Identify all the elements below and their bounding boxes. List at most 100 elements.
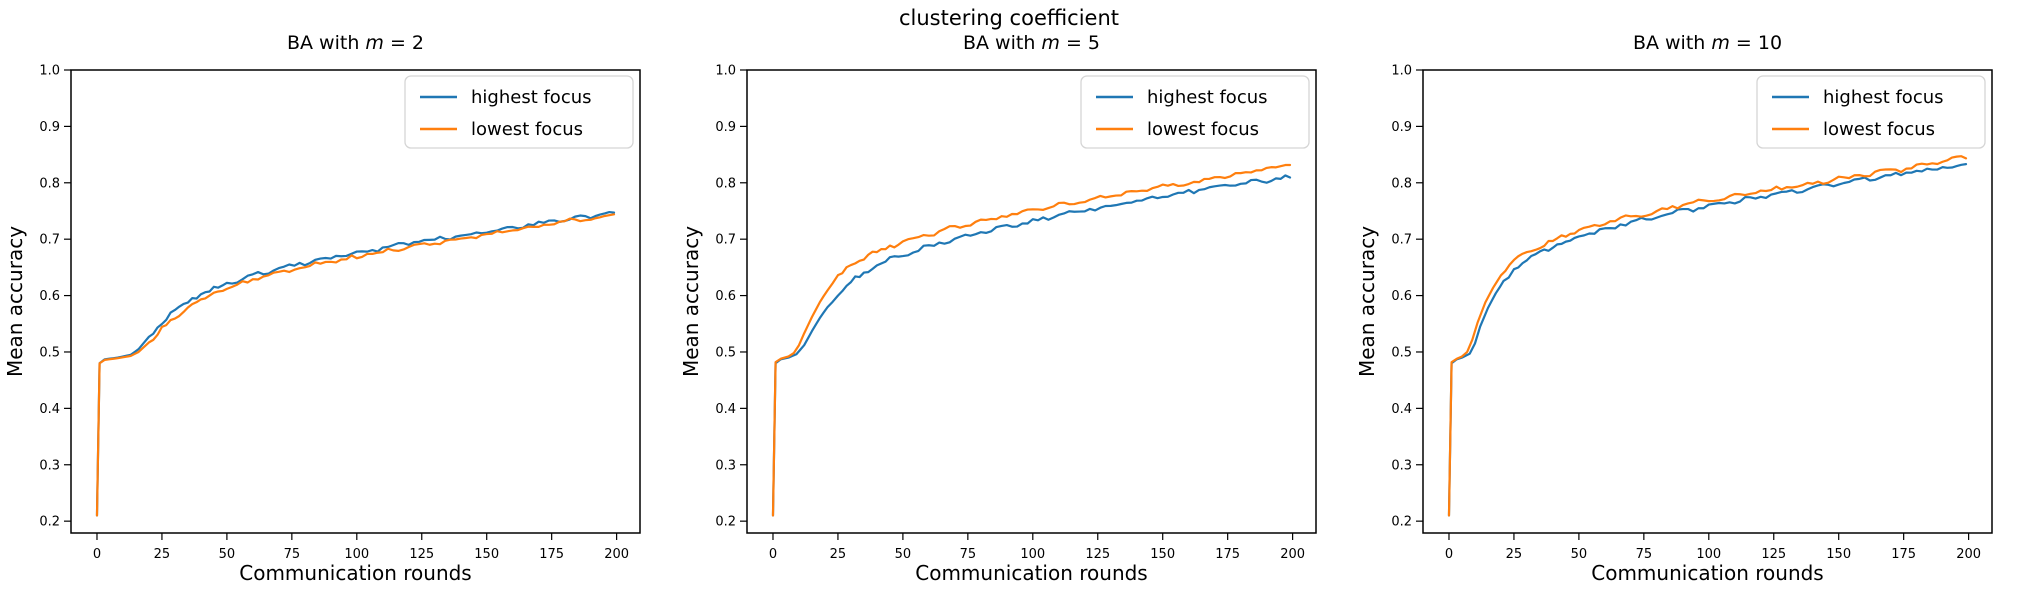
x-tick-label: 0 (769, 547, 777, 562)
subplot-title-prefix: BA with (1632, 32, 1712, 54)
legend: highest focus lowest focus (404, 75, 634, 149)
x-tick-label: 50 (219, 547, 236, 562)
subplot-title-math-var: m (365, 32, 384, 54)
subplot-title-m5: BA with m = 5 (747, 31, 1316, 55)
x-tick-label: 25 (154, 547, 171, 562)
x-axis-label: Communication rounds (915, 561, 1147, 585)
x-tick-label: 25 (830, 547, 847, 562)
x-tick-label: 0 (1445, 547, 1453, 562)
y-tick-label: 0.2 (1391, 515, 1412, 530)
x-tick-label: 100 (344, 547, 369, 562)
subplot-title-m2: BA with m = 2 (71, 31, 640, 55)
series-line-highest-focus (771, 174, 1292, 517)
y-tick-label: 0.6 (715, 289, 736, 304)
y-tick-label: 1.0 (1391, 64, 1412, 79)
subplot-title-math-var: m (1041, 32, 1060, 54)
subplot-ba-m10: BA with m = 10 0.2 0.3 0.4 0.5 0.6 0.7 0.8 0.9 1… (1352, 0, 2018, 595)
y-tick-label: 0.9 (39, 120, 60, 135)
x-tick-label: 125 (409, 547, 434, 562)
legend-label: lowest focus (471, 119, 583, 140)
x-tick-label: 175 (1891, 547, 1916, 562)
subplot-title-math-var: m (1711, 32, 1730, 54)
x-axis-ticks: 0 25 50 75 100 125 150 175 200 (93, 533, 629, 562)
y-axis-label: Mean accuracy (1355, 226, 1379, 377)
series-line-highest-focus (95, 210, 616, 517)
y-axis-ticks: 0.2 0.3 0.4 0.5 0.6 0.7 0.8 0.9 1.0 (715, 64, 747, 530)
y-tick-label: 0.7 (39, 233, 60, 248)
plot-canvas-m2: 0.2 0.3 0.4 0.5 0.6 0.7 0.8 0.9 1.0 0 25 50 75 100 125… (3, 64, 641, 585)
y-tick-label: 0.3 (715, 458, 736, 473)
x-tick-label: 100 (1020, 547, 1045, 562)
y-tick-label: 0.8 (39, 176, 60, 191)
x-tick-label: 75 (960, 547, 977, 562)
plot-canvas-m10: 0.2 0.3 0.4 0.5 0.6 0.7 0.8 0.9 1.0 0 25 50 75 100 125… (1355, 64, 1993, 585)
subplot-title-suffix: = 10 (1729, 32, 1783, 54)
x-tick-label: 200 (604, 547, 629, 562)
plot-border (746, 69, 1317, 534)
x-tick-label: 150 (474, 547, 499, 562)
x-axis-ticks: 0 25 50 75 100 125 150 175 200 (769, 533, 1305, 562)
x-tick-label: 75 (284, 547, 301, 562)
series-line-lowest-focus (771, 163, 1292, 517)
legend-box (404, 75, 634, 149)
subplot-title-suffix: = 2 (383, 32, 425, 54)
y-tick-label: 0.7 (1391, 233, 1412, 248)
y-tick-label: 0.6 (39, 289, 60, 304)
y-tick-label: 1.0 (715, 64, 736, 79)
legend-label: highest focus (1147, 87, 1268, 108)
y-axis-label: Mean accuracy (679, 226, 703, 377)
legend-label: lowest focus (1823, 119, 1935, 140)
figure-title: clustering coefficient (898, 6, 1120, 30)
subplot-title-prefix: BA with (962, 32, 1042, 54)
x-tick-label: 200 (1956, 547, 1981, 562)
x-tick-label: 125 (1085, 547, 1110, 562)
x-axis-ticks: 0 25 50 75 100 125 150 175 200 (1445, 533, 1981, 562)
x-tick-label: 75 (1636, 547, 1653, 562)
subplot-ba-m5: BA with m = 5 0.2 0.3 0.4 0.5 0.6 0.7 0.8 0.9 1.… (676, 0, 1342, 595)
series-line-lowest-focus (95, 213, 616, 517)
series-line-highest-focus (1447, 163, 1968, 517)
x-tick-label: 200 (1280, 547, 1305, 562)
x-axis-label: Communication rounds (1591, 561, 1823, 585)
y-tick-label: 0.8 (715, 176, 736, 191)
plot-canvas-m5: 0.2 0.3 0.4 0.5 0.6 0.7 0.8 0.9 1.0 0 25 50 75 100 125… (679, 64, 1317, 585)
x-tick-label: 150 (1826, 547, 1851, 562)
legend-box (1756, 75, 1986, 149)
y-tick-label: 0.9 (1391, 120, 1412, 135)
subplot-title-suffix: = 5 (1059, 32, 1101, 54)
plot-border (70, 69, 641, 534)
legend-label: lowest focus (1147, 119, 1259, 140)
legend: highest focus lowest focus (1756, 75, 1986, 149)
y-tick-label: 0.5 (1391, 345, 1412, 360)
y-tick-label: 0.2 (715, 515, 736, 530)
x-tick-label: 50 (1571, 547, 1588, 562)
x-tick-label: 175 (539, 547, 564, 562)
y-tick-label: 0.4 (39, 402, 60, 417)
x-tick-label: 150 (1150, 547, 1175, 562)
y-tick-label: 0.7 (715, 233, 736, 248)
y-tick-label: 0.4 (715, 402, 736, 417)
subplot-ba-m2: BA with m = 2 0.2 0.3 0.4 0.5 0.6 0.7 0.8 0.9 1.… (0, 0, 666, 595)
y-tick-label: 0.5 (715, 345, 736, 360)
y-tick-label: 0.4 (1391, 402, 1412, 417)
series-line-lowest-focus (1447, 155, 1968, 517)
y-axis-ticks: 0.2 0.3 0.4 0.5 0.6 0.7 0.8 0.9 1.0 (1391, 64, 1423, 530)
x-axis-label: Communication rounds (239, 561, 471, 585)
legend-box (1080, 75, 1310, 149)
legend-label: highest focus (1823, 87, 1944, 108)
y-tick-label: 0.3 (1391, 458, 1412, 473)
legend: highest focus lowest focus (1080, 75, 1310, 149)
y-axis-label: Mean accuracy (3, 226, 27, 377)
x-tick-label: 25 (1506, 547, 1523, 562)
y-tick-label: 1.0 (39, 64, 60, 79)
x-tick-label: 100 (1696, 547, 1721, 562)
y-axis-ticks: 0.2 0.3 0.4 0.5 0.6 0.7 0.8 0.9 1.0 (39, 64, 71, 530)
x-tick-label: 50 (895, 547, 912, 562)
y-tick-label: 0.6 (1391, 289, 1412, 304)
legend-label: highest focus (471, 87, 592, 108)
y-tick-label: 0.9 (715, 120, 736, 135)
x-tick-label: 175 (1215, 547, 1240, 562)
x-tick-label: 0 (93, 547, 101, 562)
x-tick-label: 125 (1761, 547, 1786, 562)
